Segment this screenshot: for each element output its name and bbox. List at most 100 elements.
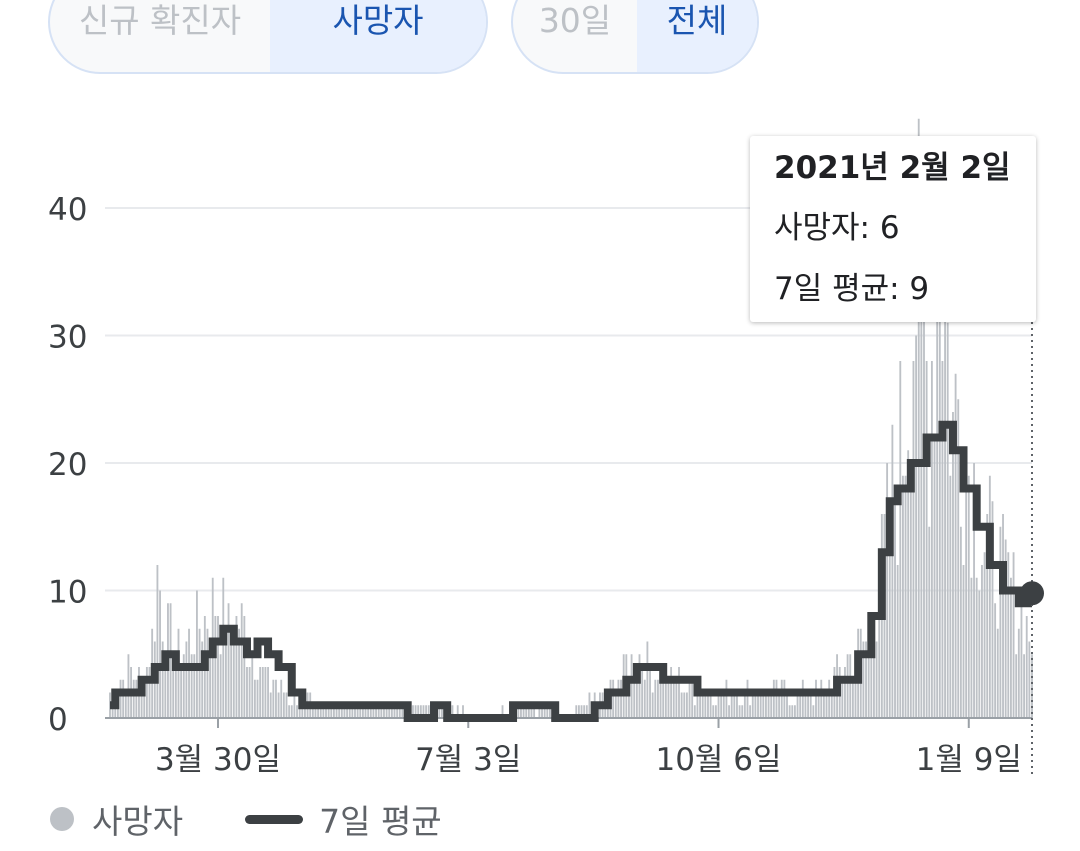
daily-deaths-bar <box>717 692 720 718</box>
daily-deaths-bar <box>996 628 999 718</box>
daily-deaths-bar <box>217 616 219 718</box>
daily-deaths-bar <box>261 667 264 718</box>
new-cases-tab[interactable]: 신규 확진자 <box>78 1 242 40</box>
tooltip-average: 7일 평균: 9 <box>774 271 930 307</box>
daily-deaths-bar <box>390 705 393 718</box>
daily-deaths-bar <box>788 705 791 718</box>
daily-deaths-bar <box>198 628 201 718</box>
daily-deaths-bar <box>501 705 504 718</box>
daily-deaths-bar <box>775 679 778 718</box>
daily-deaths-bar <box>412 705 414 718</box>
daily-deaths-bar <box>177 628 180 718</box>
daily-deaths-bar <box>728 705 730 718</box>
daily-deaths-bar <box>791 705 794 718</box>
daily-deaths-bar <box>161 641 164 718</box>
daily-deaths-bar <box>230 628 233 718</box>
daily-deaths-bar <box>232 641 235 718</box>
average-legend-label: 7일 평균 <box>319 802 442 841</box>
daily-deaths-bar <box>870 628 873 718</box>
daily-deaths-bar <box>746 679 749 718</box>
daily-deaths-bar <box>346 705 349 718</box>
daily-deaths-bar <box>282 692 285 718</box>
daily-deaths-bar <box>933 437 936 718</box>
daily-deaths-bar <box>654 679 657 718</box>
tooltip-date: 2021년 2월 2일 <box>774 150 1011 186</box>
daily-deaths-bar <box>725 679 728 718</box>
daily-deaths-bar <box>754 692 757 718</box>
daily-deaths-bar <box>720 692 723 718</box>
daily-deaths-bar <box>530 705 533 718</box>
daily-deaths-bar <box>812 705 815 718</box>
daily-deaths-bar <box>614 692 617 718</box>
daily-deaths-bar <box>633 679 636 718</box>
daily-deaths-bar <box>343 705 346 718</box>
daily-deaths-bar <box>751 692 754 718</box>
daily-deaths-bar <box>759 692 762 718</box>
daily-deaths-bar <box>340 705 343 718</box>
daily-deaths-bar <box>638 654 641 718</box>
chart-legend: 사망자 7일 평균 <box>50 796 442 842</box>
daily-deaths-bar <box>954 373 957 718</box>
daily-deaths-bar <box>912 361 915 718</box>
daily-deaths-bar <box>643 679 646 718</box>
daily-deaths-bar <box>651 692 654 718</box>
daily-deaths-bar <box>148 667 151 718</box>
daily-deaths-bar <box>290 705 293 718</box>
daily-deaths-bar <box>240 603 243 718</box>
daily-deaths-bar <box>269 692 272 718</box>
daily-deaths-bar <box>1007 552 1010 718</box>
daily-deaths-bar <box>970 577 973 718</box>
daily-deaths-bar <box>356 705 359 718</box>
daily-deaths-bar <box>311 705 314 718</box>
daily-deaths-bar <box>248 667 251 718</box>
daily-deaths-bar <box>280 679 283 718</box>
daily-deaths-bar <box>999 526 1002 718</box>
deaths-tab[interactable]: 사망자 <box>270 0 486 72</box>
daily-deaths-bar <box>246 667 248 718</box>
daily-deaths-bar <box>635 667 638 718</box>
daily-deaths-bar <box>288 705 291 718</box>
daily-deaths-bar <box>348 705 351 718</box>
daily-deaths-bar <box>846 654 849 718</box>
daily-deaths-bar <box>185 641 188 718</box>
x-tick-label: 1월 9일 <box>916 742 1022 778</box>
daily-deaths-bar <box>188 628 190 718</box>
daily-deaths-bar <box>930 361 933 718</box>
daily-deaths-bar <box>875 641 878 718</box>
daily-deaths-bar <box>770 692 773 718</box>
daily-deaths-bar <box>259 667 262 718</box>
y-axis-labels: 0 10 20 30 40 <box>48 192 87 738</box>
daily-deaths-bar <box>156 565 159 718</box>
daily-deaths-bar <box>575 705 578 718</box>
daily-deaths-bar <box>338 705 341 718</box>
daily-deaths-bar <box>830 692 833 718</box>
daily-deaths-bar <box>427 705 430 718</box>
daily-deaths-bar <box>683 692 686 718</box>
daily-deaths-bar <box>854 654 857 718</box>
daily-deaths-bar <box>456 705 459 718</box>
daily-deaths-bar <box>680 692 683 718</box>
daily-deaths-bar <box>206 628 209 718</box>
daily-deaths-bar <box>807 692 810 718</box>
daily-deaths-bar <box>214 616 217 718</box>
daily-deaths-bar <box>422 705 425 718</box>
daily-deaths-bar <box>796 692 799 718</box>
daily-deaths-bar <box>224 641 227 718</box>
daily-deaths-bar <box>256 679 259 718</box>
daily-deaths-bar <box>367 705 370 718</box>
30-days-tab[interactable]: 30일 <box>538 1 612 40</box>
daily-deaths-bar <box>377 705 380 718</box>
daily-deaths-bar <box>799 692 802 718</box>
average-legend-swatch <box>245 814 304 824</box>
daily-deaths-bar <box>904 475 907 718</box>
daily-deaths-bar <box>414 705 417 718</box>
daily-deaths-bar <box>991 501 994 718</box>
daily-deaths-bar <box>878 603 881 718</box>
seven-day-average-line <box>110 420 1032 722</box>
daily-deaths-bar <box>793 705 796 718</box>
all-time-tab[interactable]: 전체 <box>637 0 757 72</box>
hover-point <box>1020 581 1044 606</box>
daily-deaths-bar <box>275 679 277 718</box>
daily-deaths-bar <box>140 679 143 718</box>
